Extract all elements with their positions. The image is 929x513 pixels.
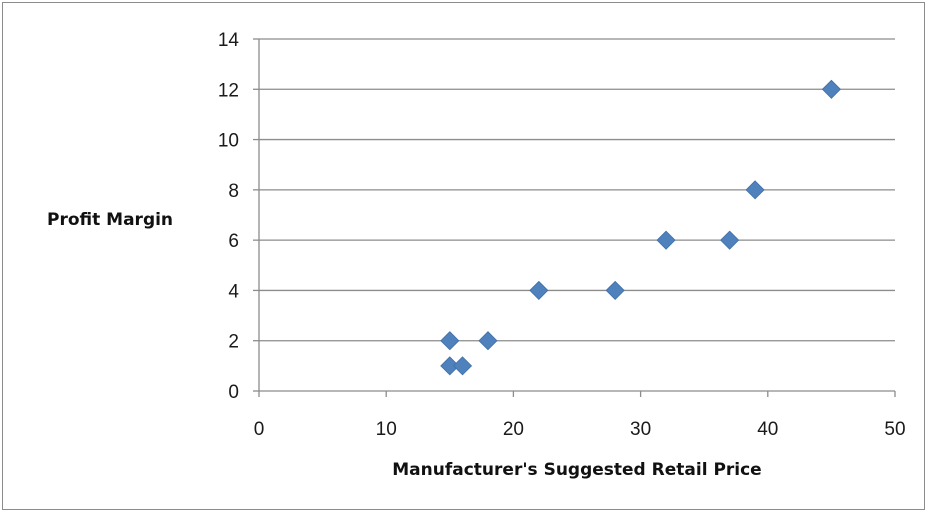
data-point — [605, 280, 625, 300]
data-point — [478, 331, 498, 351]
y-tick-label: 6 — [228, 231, 239, 252]
data-point — [440, 356, 460, 376]
y-tick-label: 10 — [218, 131, 239, 152]
data-point — [529, 280, 549, 300]
y-tick-label: 2 — [228, 332, 239, 353]
data-point — [656, 230, 676, 250]
data-point — [720, 230, 740, 250]
x-tick-labels: 0 10 20 30 40 50 — [254, 419, 906, 440]
x-tick-label: 40 — [757, 419, 778, 440]
x-tick-label: 50 — [884, 419, 905, 440]
y-tick-label: 12 — [218, 80, 239, 101]
y-tick-label: 14 — [218, 30, 240, 51]
y-tick-labels: 0 2 4 6 8 10 12 14 — [218, 30, 240, 403]
gridlines — [259, 38, 895, 342]
x-tick-label: 30 — [630, 419, 651, 440]
x-tick-label: 0 — [254, 419, 265, 440]
data-point — [745, 180, 765, 200]
data-point — [440, 331, 460, 351]
y-axis-title: Profit Margin — [47, 210, 173, 230]
y-tick-label: 8 — [228, 181, 239, 202]
data-point — [452, 356, 473, 376]
x-tick-label: 10 — [376, 419, 397, 440]
y-tick-label: 4 — [228, 281, 239, 302]
data-point — [821, 79, 841, 99]
y-tick-label: 0 — [228, 382, 239, 403]
x-tick-label: 20 — [503, 419, 524, 440]
x-axis-title: Manufacturer's Suggested Retail Price — [392, 460, 761, 480]
axes — [253, 38, 896, 397]
data-points — [440, 79, 841, 376]
